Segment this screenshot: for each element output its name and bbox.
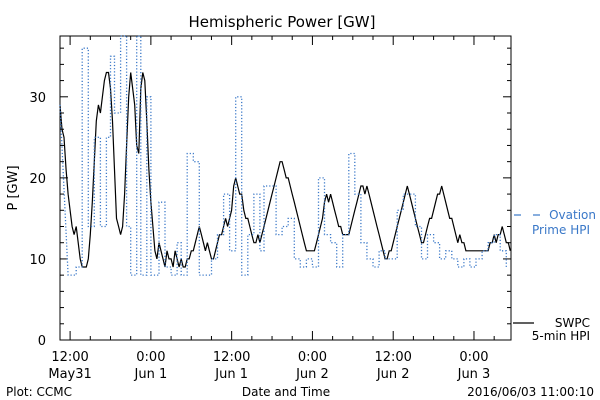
footer-timestamp: 2016/06/03 11:00:10: [467, 385, 594, 399]
x-tick-date-label: Jun 2: [376, 367, 410, 382]
legend-ovation-line2: Prime HPI: [532, 223, 590, 237]
y-tick-label: 0: [38, 334, 46, 349]
x-tick-date-label: Jun 2: [295, 367, 329, 382]
x-tick-date-label: May31: [48, 367, 91, 382]
x-tick-date-label: Jun 1: [214, 367, 248, 382]
y-axis: 0 10 20 30: [29, 47, 511, 349]
series-line-swpc: [59, 71, 511, 268]
y-tick-label: 10: [29, 253, 46, 268]
x-tick-date-label: Jun 1: [134, 367, 168, 382]
series-line-ovation: [59, 35, 507, 276]
x-tick-label: 0:00: [136, 350, 165, 365]
plot-frame: [59, 35, 512, 341]
footer-plot-source: Plot: CCMC: [6, 385, 72, 399]
x-axis: 12:00 May31 0:00 Jun 1 12:00 Jun 1 0:00 Jun 2 12…: [48, 36, 495, 382]
legend-ovation-line1: Ovation: [549, 208, 596, 222]
x-axis-label: Date and Time: [242, 385, 330, 399]
y-tick-label: 20: [29, 172, 46, 187]
y-tick-label: 30: [29, 91, 46, 106]
series-layer: [59, 35, 511, 276]
x-tick-label: 12:00: [374, 350, 411, 365]
legend-swpc-line1: SWPC: [555, 316, 590, 330]
x-tick-label: 12:00: [51, 350, 88, 365]
x-tick-label: 0:00: [298, 350, 327, 365]
y-axis-label: P [GW]: [6, 165, 21, 210]
x-tick-date-label: Jun 3: [457, 367, 491, 382]
x-tick-label: 12:00: [213, 350, 250, 365]
chart-title: Hemispheric Power [GW]: [189, 13, 376, 31]
legend-swpc-line2: 5-min HPI: [532, 329, 590, 343]
x-tick-label: 0:00: [459, 350, 488, 365]
